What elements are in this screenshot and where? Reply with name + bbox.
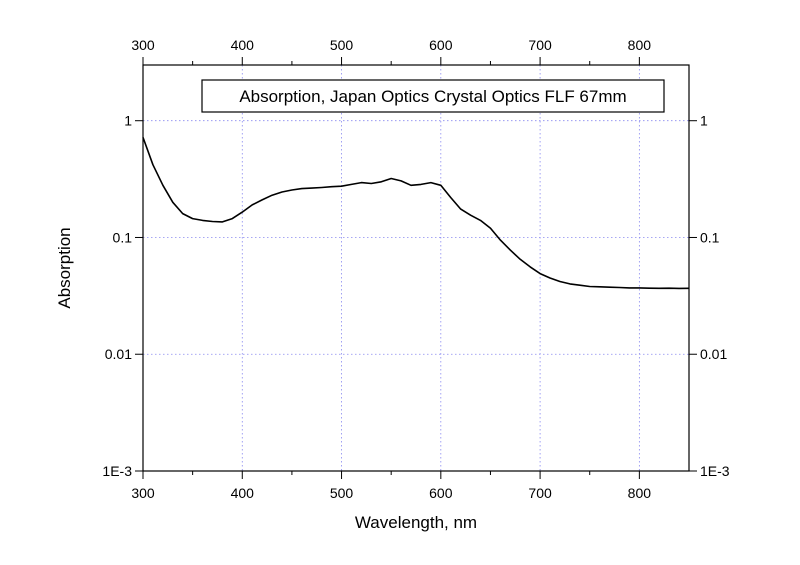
y-tick-label-right: 1E-3 [700, 463, 730, 479]
x-tick-label-top: 700 [528, 37, 552, 53]
y-tick-label-right: 0.1 [700, 229, 720, 245]
y-tick-label-left: 1E-3 [102, 463, 132, 479]
series-line-absorption [142, 137, 690, 290]
x-tick-label-top: 300 [131, 37, 155, 53]
y-axis-title: Absorption [55, 227, 74, 308]
x-tick-label-top: 400 [231, 37, 255, 53]
y-tick-label-left: 0.01 [105, 346, 132, 362]
x-tick-label-top: 500 [330, 37, 354, 53]
series-layer [142, 137, 690, 290]
y-tick-label-left: 1 [124, 113, 132, 129]
x-tick-label-bottom: 500 [330, 485, 354, 501]
x-tick-label-bottom: 600 [429, 485, 453, 501]
x-tick-label-bottom: 300 [131, 485, 155, 501]
x-tick-label-top: 600 [429, 37, 453, 53]
legend-entry-label: Absorption, Japan Optics Crystal Optics … [239, 87, 626, 106]
x-tick-label-bottom: 800 [628, 485, 652, 501]
legend-box [201, 79, 665, 113]
y-tick-label-left: 0.1 [113, 229, 133, 245]
x-tick-label-bottom: 400 [231, 485, 255, 501]
y-tick-label-right: 1 [700, 113, 708, 129]
x-tick-label-bottom: 700 [528, 485, 552, 501]
grid-layer [143, 65, 689, 471]
x-tick-label-top: 800 [628, 37, 652, 53]
legend: Absorption, Japan Optics Crystal Optics … [201, 79, 665, 113]
x-axis-title: Wavelength, nm [355, 513, 477, 532]
tick-layer: 300 300 400 400 500 500 600 600 700 700 800 800 1E-3… [102, 37, 729, 501]
y-tick-label-right: 0.01 [700, 346, 727, 362]
plot-frame [142, 64, 690, 472]
